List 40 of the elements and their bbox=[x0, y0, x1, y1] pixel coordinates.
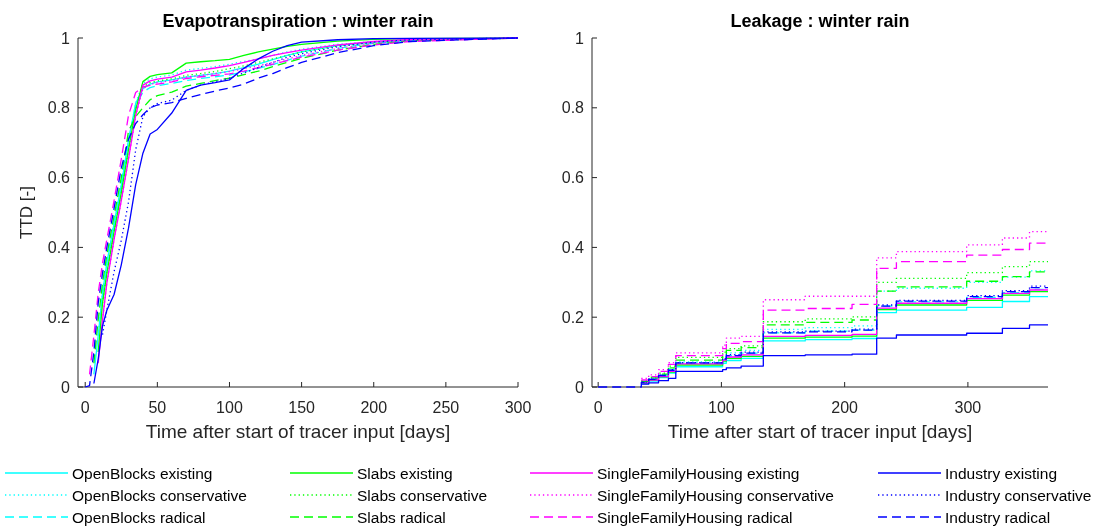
chart-title: Leakage : winter rain bbox=[730, 11, 910, 31]
x-tick-label: 100 bbox=[216, 398, 243, 416]
y-tick-label: 0.4 bbox=[47, 238, 71, 256]
x-axis-title: Time after start of tracer input [days] bbox=[667, 420, 973, 442]
y-axis-title: TTD [-] bbox=[16, 186, 36, 239]
y-tick-label: 0.8 bbox=[47, 99, 71, 117]
x-tick-label: 0 bbox=[80, 398, 90, 416]
y-tick-label: 0.4 bbox=[561, 238, 585, 256]
y-tick-label: 0 bbox=[61, 378, 71, 396]
legend-label: SingleFamilyHousing conservative bbox=[597, 486, 834, 504]
legend-label: Industry radical bbox=[945, 508, 1051, 526]
x-axis-title: Time after start of tracer input [days] bbox=[145, 420, 451, 442]
legend-label: Slabs conservative bbox=[357, 486, 488, 504]
legend-label: OpenBlocks conservative bbox=[72, 486, 247, 504]
x-tick-label: 100 bbox=[708, 398, 735, 416]
chart-title: Evapotranspiration : winter rain bbox=[162, 11, 434, 31]
legend-label: Industry conservative bbox=[945, 486, 1092, 504]
legend-label: Industry existing bbox=[945, 464, 1057, 482]
legend-label: SingleFamilyHousing existing bbox=[597, 464, 800, 482]
x-tick-label: 200 bbox=[360, 398, 388, 416]
x-tick-label: 150 bbox=[288, 398, 316, 416]
x-tick-label: 300 bbox=[954, 398, 982, 416]
x-tick-label: 250 bbox=[432, 398, 460, 416]
x-tick-label: 0 bbox=[593, 398, 603, 416]
y-tick-label: 0.8 bbox=[561, 99, 585, 117]
y-tick-label: 0.2 bbox=[47, 308, 71, 326]
y-tick-label: 0.6 bbox=[561, 169, 585, 187]
legend-label: OpenBlocks existing bbox=[72, 464, 213, 482]
legend-label: OpenBlocks radical bbox=[72, 508, 206, 526]
y-tick-label: 0.2 bbox=[561, 308, 585, 326]
x-tick-label: 50 bbox=[148, 398, 167, 416]
legend-label: Slabs radical bbox=[357, 508, 446, 526]
legend-label: SingleFamilyHousing radical bbox=[597, 508, 793, 526]
x-tick-label: 200 bbox=[831, 398, 859, 416]
y-tick-label: 0.6 bbox=[47, 169, 71, 187]
y-tick-label: 1 bbox=[61, 29, 71, 47]
legend-label: Slabs existing bbox=[357, 464, 453, 482]
y-tick-label: 1 bbox=[575, 29, 585, 47]
x-tick-label: 300 bbox=[504, 398, 532, 416]
y-tick-label: 0 bbox=[575, 378, 585, 396]
